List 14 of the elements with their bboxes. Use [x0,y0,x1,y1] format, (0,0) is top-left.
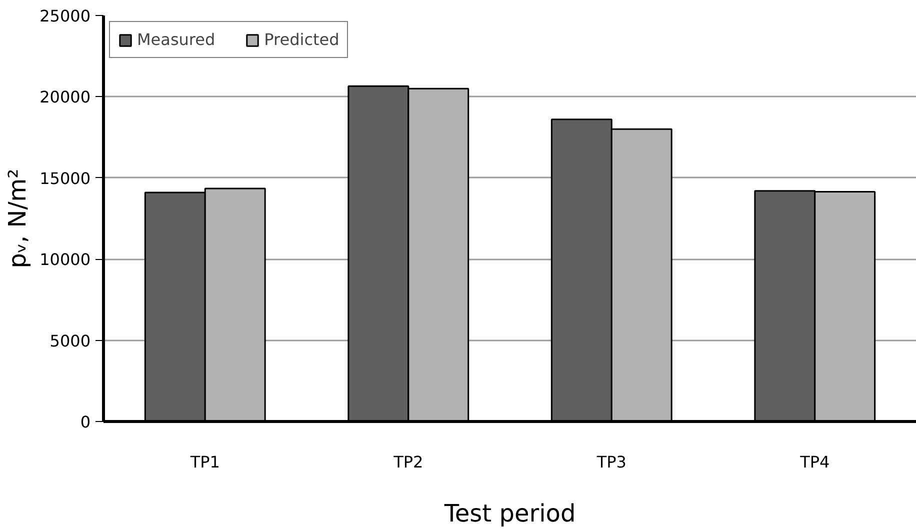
y-axis-title: pᵥ, N/m² [4,168,32,268]
y-tick-label: 10000 [40,250,91,270]
x-tick-label: TP4 [799,452,830,472]
y-tick-label: 20000 [40,88,91,107]
legend-label: Predicted [264,30,340,49]
y-tick-label: 0 [80,412,91,432]
y-tick-label: 15000 [40,168,91,188]
y-tick-label: 25000 [40,6,91,26]
x-tick-label: TP3 [596,452,626,472]
x-tick-label: TP2 [392,452,424,472]
x-tick-label: TP1 [189,452,220,472]
legend-label: Measured [137,30,216,49]
x-axis-title: Test period [443,500,576,528]
y-tick-label: 5000 [50,331,90,350]
